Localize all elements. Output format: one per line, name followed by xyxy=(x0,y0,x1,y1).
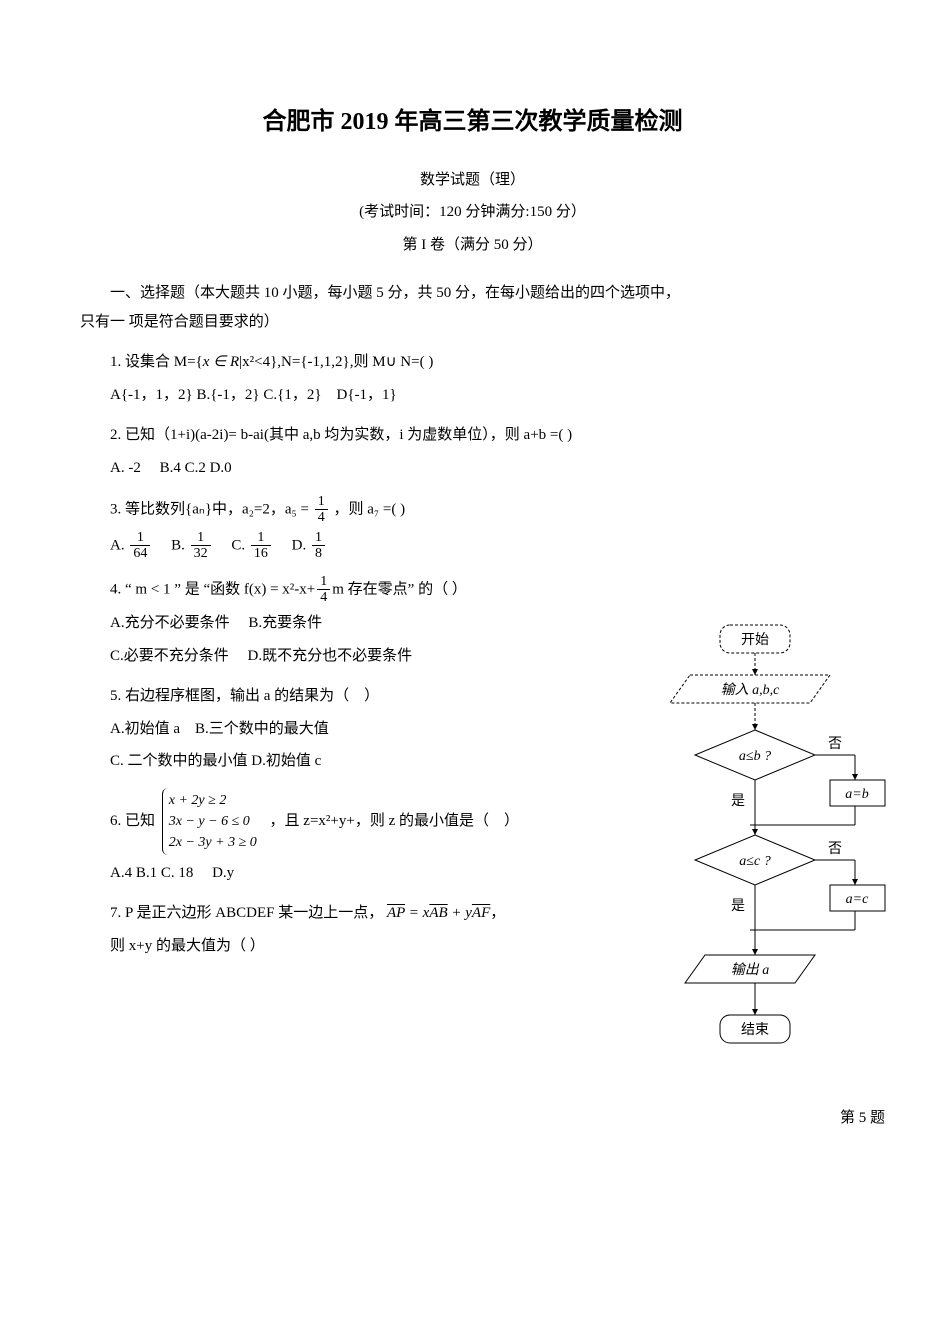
flow-output-text: 输出 a xyxy=(731,962,770,978)
question-3: 3. 等比数列{aₙ}中，a₂=2，a₅ = 1 4 ，则 a₇ =( ) A.… xyxy=(80,494,865,562)
frac-num: 1 xyxy=(130,530,150,546)
q7-number: 7. xyxy=(110,905,121,921)
q2-stem: 已知（1+i)(a-2i)= b-ai(其中 a,b 均为实数，i 为虚数单位）… xyxy=(125,427,572,443)
frac-num: 1 xyxy=(312,530,325,546)
q7-eq1: = x xyxy=(405,905,429,921)
frac-den: 64 xyxy=(130,546,150,561)
exam-info: (考试时间：120 分钟满分:150 分） xyxy=(80,198,865,227)
q3-frac-den: 4 xyxy=(315,510,328,525)
q7-stem-b: ， xyxy=(490,905,505,921)
q6-stem-a: 已知 xyxy=(125,813,155,829)
frac-den: 16 xyxy=(251,546,271,561)
frac-den: 4 xyxy=(317,590,330,605)
flow-no2-text: 否 xyxy=(828,842,842,857)
q3-fraction: 1 4 xyxy=(315,494,328,526)
frac-num: 1 xyxy=(191,530,211,546)
question-1: 1. 设集合 M={x ∈ R|x²<4},N={-1,1,2},则 M∪ N=… xyxy=(80,348,865,409)
flow-end-text: 结束 xyxy=(741,1022,769,1038)
q3-optA-frac: 164 xyxy=(130,530,150,562)
flow-input-text: 输入 a,b,c xyxy=(721,682,780,698)
q7-stem-a: P 是正六边形 ABCDEF 某一边上一点， xyxy=(125,905,383,921)
flow-yes1-text: 是 xyxy=(731,794,745,809)
section-intro-line1: 一、选择题（本大题共 10 小题，每小题 5 分，共 50 分，在每小题给出的四… xyxy=(80,279,865,308)
q1-var: x ∈ R xyxy=(203,354,239,370)
flow-no1-text: 否 xyxy=(828,737,842,752)
q6-system: x + 2y ≥ 2 3x − y − 6 ≤ 0 2x − 3y + 3 ≥ … xyxy=(162,788,263,855)
frac-den: 32 xyxy=(191,546,211,561)
q6-constraint-3: 2x − 3y + 3 ≥ 0 xyxy=(169,832,257,853)
subject-subtitle: 数学试题（理） xyxy=(80,166,865,195)
q7-vector-ab: AB xyxy=(429,905,447,921)
q6-constraint-1: x + 2y ≥ 2 xyxy=(169,790,257,811)
q6-constraint-2: 3x − y − 6 ≤ 0 xyxy=(169,811,257,832)
q3-stem-b: ，则 a₇ =( ) xyxy=(333,501,405,517)
flow-cond1-text: a≤b ? xyxy=(739,749,771,764)
q5-number: 5. xyxy=(110,688,121,704)
section-intro-line2: 只有一 项是符合题目要求的） xyxy=(80,308,865,337)
q1-stem-a: 设集合 M={ xyxy=(125,354,203,370)
q3-optC-frac: 116 xyxy=(251,530,271,562)
q4-number: 4. xyxy=(110,581,121,597)
question-2: 2. 已知（1+i)(a-2i)= b-ai(其中 a,b 均为实数，i 为虚数… xyxy=(80,421,865,482)
q1-options: A{-1，1，2} B.{-1，2} C.{1，2} D{-1，1} xyxy=(110,381,865,410)
page-title: 合肥市 2019 年高三第三次教学质量检测 xyxy=(80,100,865,146)
frac-num: 1 xyxy=(251,530,271,546)
q3-frac-num: 1 xyxy=(315,494,328,510)
q4-stem-a: “ m < 1 ” 是 “函数 f(x) = x²-x+ xyxy=(125,581,315,597)
q7-vector-af: AF xyxy=(472,905,490,921)
flowchart-caption: 第 5 题 xyxy=(655,1104,905,1133)
q2-options: A. -2 B.4 C.2 D.0 xyxy=(110,454,865,483)
q6-number: 6. xyxy=(110,813,121,829)
q7-eq2: + y xyxy=(448,905,472,921)
q3-optB-frac: 132 xyxy=(191,530,211,562)
part-info: 第 I 卷（满分 50 分） xyxy=(80,231,865,260)
q1-number: 1. xyxy=(110,354,121,370)
q7-vector-ap: AP xyxy=(387,905,405,921)
flow-start-text: 开始 xyxy=(741,632,769,648)
q4-fraction: 14 xyxy=(317,574,330,606)
q3-stem-a: 等比数列{aₙ}中，a₂=2，a₅ = xyxy=(125,501,309,517)
flow-assign1-text: a=b xyxy=(845,787,868,802)
frac-num: 1 xyxy=(317,574,330,590)
q5-stem: 右边程序框图，输出 a 的结果为（ ） xyxy=(125,688,379,704)
q3-options: A. 164 B. 132 C. 116 D. 18 xyxy=(110,530,865,562)
q2-number: 2. xyxy=(110,427,121,443)
flowchart: 开始 输入 a,b,c a≤b ? 否 a=b 是 xyxy=(655,620,905,1133)
q4-stem-b: m 存在零点” 的（ ） xyxy=(332,581,467,597)
q6-stem-b: ，且 z=x²+y+，则 z 的最小值是（ ） xyxy=(270,813,519,829)
flowchart-svg: 开始 输入 a,b,c a≤b ? 否 a=b 是 xyxy=(655,620,905,1100)
flow-assign2-text: a=c xyxy=(846,892,869,907)
frac-den: 8 xyxy=(312,546,325,561)
q3-optD-frac: 18 xyxy=(312,530,325,562)
q3-number: 3. xyxy=(110,501,121,517)
flow-cond2-text: a≤c ? xyxy=(739,854,770,869)
q1-stem-b: |x²<4},N={-1,1,2},则 M∪ N=( ) xyxy=(239,354,433,370)
flow-yes2-text: 是 xyxy=(731,899,745,914)
